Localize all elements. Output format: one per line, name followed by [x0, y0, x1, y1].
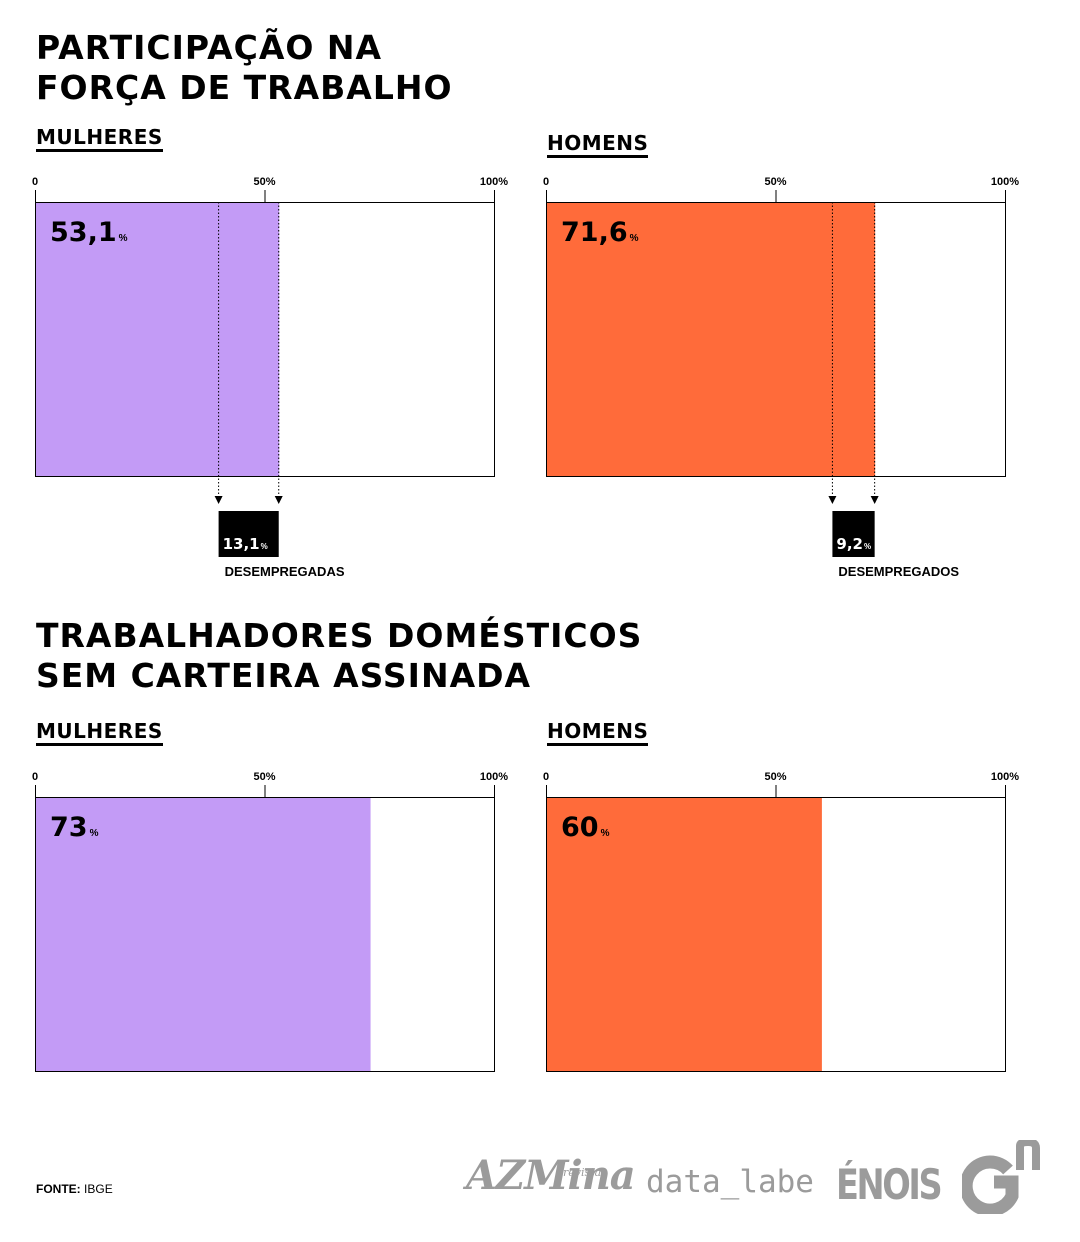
bar-value-label: 60% — [561, 812, 610, 843]
bar-value-unit: % — [119, 233, 128, 244]
tick-label: 100% — [991, 771, 1019, 783]
section-title-domestic-workers: TRABALHADORES DOMÉSTICOS SEM CARTEIRA AS… — [36, 616, 643, 695]
chart-women-labor-svg: 0 50% 100%53,1 %13,1%DESEMPREGADAS — [32, 176, 508, 579]
tick-label: 0 — [543, 176, 549, 188]
source-note: FONTE: IBGE — [36, 1182, 113, 1196]
unemployment-value-unit: % — [864, 542, 871, 551]
bar-value-number: 53,1 — [50, 217, 117, 248]
bar-value-unit: % — [90, 828, 99, 839]
chart-women-labor: 0 50% 100% 53,1% 13,1% DESEMPREGADAS — [32, 170, 508, 579]
unemployment-value-number: 9,2 — [836, 535, 863, 553]
chart-men-labor-svg: 0 50% 100%71,6 %9,2%DESEMPREGADOS — [543, 176, 1019, 579]
bar-value-label: 53,1% — [50, 217, 128, 248]
unemployment-caption: DESEMPREGADOS — [838, 564, 959, 579]
tick-label: 50% — [764, 771, 786, 783]
bar-fill — [546, 202, 876, 477]
tick-label: 100% — [480, 771, 508, 783]
group-label-women-domestic: MULHERES — [36, 720, 163, 746]
bar-value-label: 71,6% — [561, 217, 639, 248]
bar-value-number: 60 — [561, 812, 599, 843]
unemployment-arrow-end — [274, 496, 283, 504]
tick-label: 50% — [764, 176, 786, 188]
chart-women-domestic-svg: 0 50% 100% 73% — [32, 771, 508, 1072]
bar-fill — [546, 797, 822, 1072]
group-label-women-labor: MULHERES — [36, 126, 163, 152]
chart-men-domestic-svg: 0 50% 100% 60% — [543, 771, 1019, 1072]
unemployment-arrow-start — [214, 496, 223, 504]
tick-label: 0 — [543, 771, 549, 783]
bar-fill — [35, 202, 280, 477]
tick-label: 100% — [991, 176, 1019, 188]
chart-men-labor: 0 50% 100% 71,6% 9,2% DESEMPREGADOS — [543, 170, 1019, 579]
data-labe-logo: data_labe — [646, 1164, 814, 1200]
azmina-logo: AZMina — [466, 1152, 636, 1199]
bar-frame — [35, 797, 495, 1072]
bar-frame — [546, 797, 1006, 1072]
bar-value-number: 73 — [50, 812, 88, 843]
bar-frame — [546, 202, 1006, 477]
azmina-logo-sub: revista — [563, 1166, 602, 1179]
bar-value-unit: % — [630, 233, 639, 244]
unemployment-caption: DESEMPREGADAS — [225, 564, 345, 579]
tick-label: 0 — [32, 176, 38, 188]
tick-label: 100% — [480, 176, 508, 188]
section-title-labor-force: PARTICIPAÇÃO NA FORÇA DE TRABALHO — [36, 28, 453, 107]
group-label-men-labor: HOMENS — [547, 132, 649, 158]
gn-logo-mark — [959, 1137, 1040, 1217]
source-label: FONTE: — [36, 1182, 81, 1196]
unemployment-value-number: 13,1 — [223, 535, 260, 553]
group-label-men-domestic: HOMENS — [547, 720, 649, 746]
bar-value-unit: % — [601, 828, 610, 839]
unemployment-box — [832, 511, 875, 557]
unemployment-value-unit: % — [261, 542, 268, 551]
tick-label: 50% — [253, 771, 275, 783]
chart-women-domestic: 0 50% 100% 73% — [32, 765, 508, 1095]
unemployment-value-label: 9,2% — [836, 535, 871, 553]
bar-frame — [35, 202, 495, 477]
tick-label: 0 — [32, 771, 38, 783]
bar-value-label: 73% — [50, 812, 99, 843]
gn-logo — [959, 1137, 1044, 1217]
unemployment-box — [218, 511, 279, 557]
source-value: IBGE — [84, 1182, 113, 1196]
unemployment-arrow-start — [828, 496, 837, 504]
enois-logo: ÉNOIS — [836, 1160, 943, 1209]
bar-fill — [35, 797, 371, 1072]
unemployment-value-label: 13,1% — [223, 535, 268, 553]
unemployment-arrow-end — [870, 496, 879, 504]
chart-men-domestic: 0 50% 100% 60% — [543, 765, 1019, 1095]
tick-label: 50% — [253, 176, 275, 188]
bar-value-number: 71,6 — [561, 217, 628, 248]
